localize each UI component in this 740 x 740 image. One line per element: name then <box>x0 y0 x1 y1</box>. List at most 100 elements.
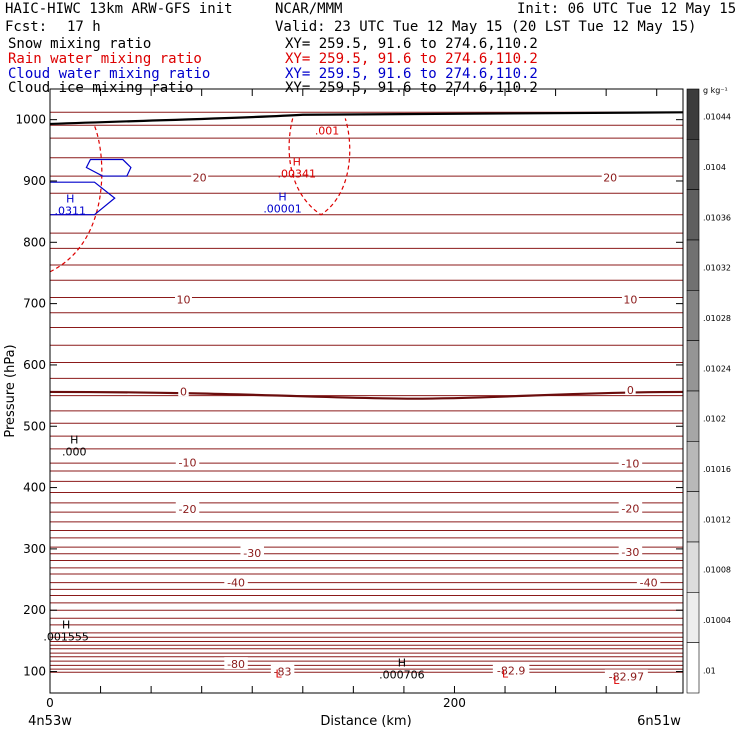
colorbar-label: .01028 <box>703 314 731 323</box>
label-background <box>224 657 248 670</box>
label-background <box>174 292 192 305</box>
colorbar-swatch <box>686 592 700 643</box>
y-tick-label: 200 <box>23 603 46 617</box>
temperature-label: 10 <box>623 293 637 306</box>
extremum-value: .000706 <box>379 669 425 682</box>
temperature-label: -20 <box>621 502 639 515</box>
extremum-value: .00341 <box>277 168 316 181</box>
x-end-point: 6n51w <box>637 714 681 729</box>
extremum-marker: H <box>70 433 78 446</box>
temperature-label: -20 <box>179 503 197 516</box>
label-background <box>492 663 530 676</box>
colorbar-swatch <box>686 189 700 241</box>
colorbar-swatch <box>686 88 700 140</box>
extremum-value: .0311 <box>54 204 86 217</box>
colorbar-swatch <box>686 340 700 392</box>
label-background <box>618 456 643 469</box>
temperature-label: -40 <box>227 577 245 590</box>
colorbar-label: .0102 <box>703 415 726 424</box>
x-axis-title: Distance (km) <box>320 714 411 729</box>
y-tick-label: 700 <box>23 297 46 311</box>
extremum-value: .00001 <box>263 203 302 216</box>
temperature-label: 0 <box>627 384 634 397</box>
forecast-hour: 17 h <box>67 19 101 35</box>
colorbar-swatch <box>686 139 700 190</box>
extremum-value: .001555 <box>43 631 89 644</box>
label-background <box>175 502 200 515</box>
legend-snow-name: Snow mixing ratio <box>8 36 152 52</box>
extremum-value: .001 <box>315 125 340 138</box>
legend-rain-name: Rain water mixing ratio <box>8 51 202 67</box>
colorbar-label: .01036 <box>703 213 731 222</box>
extremum-marker: H <box>398 657 406 670</box>
label-background <box>240 546 264 559</box>
colorbar-swatch <box>686 642 700 694</box>
surface-terrain-line <box>49 111 684 126</box>
colorbar-label: .01004 <box>703 616 731 625</box>
temperature-label: -30 <box>621 546 639 559</box>
y-tick-label: 1000 <box>15 113 46 127</box>
legend-cloudwater-xy: XY= 259.5, 91.6 to 274.6,110.2 <box>285 66 538 82</box>
label-background <box>224 575 248 588</box>
label-background <box>604 669 648 682</box>
y-tick-label: 400 <box>23 481 46 495</box>
temperature-label: -30 <box>243 547 261 560</box>
legend-cloudice-name: Cloud ice mixing ratio <box>8 80 194 96</box>
colorbar-swatch <box>686 290 700 341</box>
extremum-marker: H <box>278 191 286 204</box>
label-background <box>618 544 643 557</box>
legend-cloudwater-name: Cloud water mixing ratio <box>8 66 211 82</box>
extremum-marker: H <box>293 156 301 169</box>
colorbar-label: .0104 <box>703 163 726 172</box>
temperature-label: -82.97 <box>609 670 644 683</box>
forecast-label: Fcst: <box>5 19 48 35</box>
label-background <box>175 455 200 468</box>
label-background <box>636 575 661 588</box>
plot-frame <box>49 88 684 694</box>
extremum-value: .000 <box>62 445 87 458</box>
extremum-marker: L <box>502 668 509 681</box>
temperature-label: -82.9 <box>497 664 525 677</box>
temperature-label: 10 <box>176 293 190 306</box>
cloud-water-contour <box>50 181 116 216</box>
extremum-marker: H <box>62 619 70 632</box>
colorbar-label: .01008 <box>703 566 731 575</box>
y-tick-label: 600 <box>23 358 46 372</box>
legend-cloudice-xy: XY= 259.5, 91.6 to 274.6,110.2 <box>285 80 538 96</box>
temperature-label: -83 <box>274 666 292 679</box>
cloud-water-contour-small <box>85 158 132 177</box>
colorbar-label: .01012 <box>703 515 731 524</box>
label-background <box>618 501 643 514</box>
init-time: Init: 06 UTC Tue 12 May 15 <box>517 1 737 17</box>
y-tick-label: 100 <box>23 665 46 679</box>
colorbar-swatch <box>686 390 700 442</box>
label-background <box>621 292 639 305</box>
label-background <box>178 384 189 397</box>
extremum-marker: L <box>613 674 620 687</box>
y-tick-label: 300 <box>23 542 46 556</box>
valid-time: Valid: 23 UTC Tue 12 May 15 (20 LST Tue … <box>275 19 697 35</box>
x-tick-label: 200 <box>443 696 466 710</box>
colorbar-label: .01044 <box>703 113 731 122</box>
rain-contour-center <box>288 118 351 216</box>
colorbar-label: .01032 <box>703 264 731 273</box>
colorbar-unit: g kg⁻¹ <box>703 86 728 95</box>
colorbar-swatch <box>686 541 700 593</box>
label-background <box>191 170 209 183</box>
label-background <box>601 170 619 183</box>
temperature-label: -10 <box>179 456 197 469</box>
legend-rain-xy: XY= 259.5, 91.6 to 274.6,110.2 <box>285 51 538 67</box>
x-start-point: 4n53w <box>28 714 72 729</box>
label-background <box>270 664 295 677</box>
y-tick-label: 800 <box>23 235 46 249</box>
y-tick-label: 500 <box>23 419 46 433</box>
organization: NCAR/MMM <box>275 1 343 17</box>
temperature-label: 20 <box>193 171 207 184</box>
freezing-level-contour <box>49 390 684 400</box>
rain-contour-left <box>49 125 103 273</box>
colorbar-label: .01024 <box>703 364 731 373</box>
colorbar-swatch <box>686 239 700 291</box>
extremum-marker: L <box>275 668 282 681</box>
legend-snow-xy: XY= 259.5, 91.6 to 274.6,110.2 <box>285 36 538 52</box>
